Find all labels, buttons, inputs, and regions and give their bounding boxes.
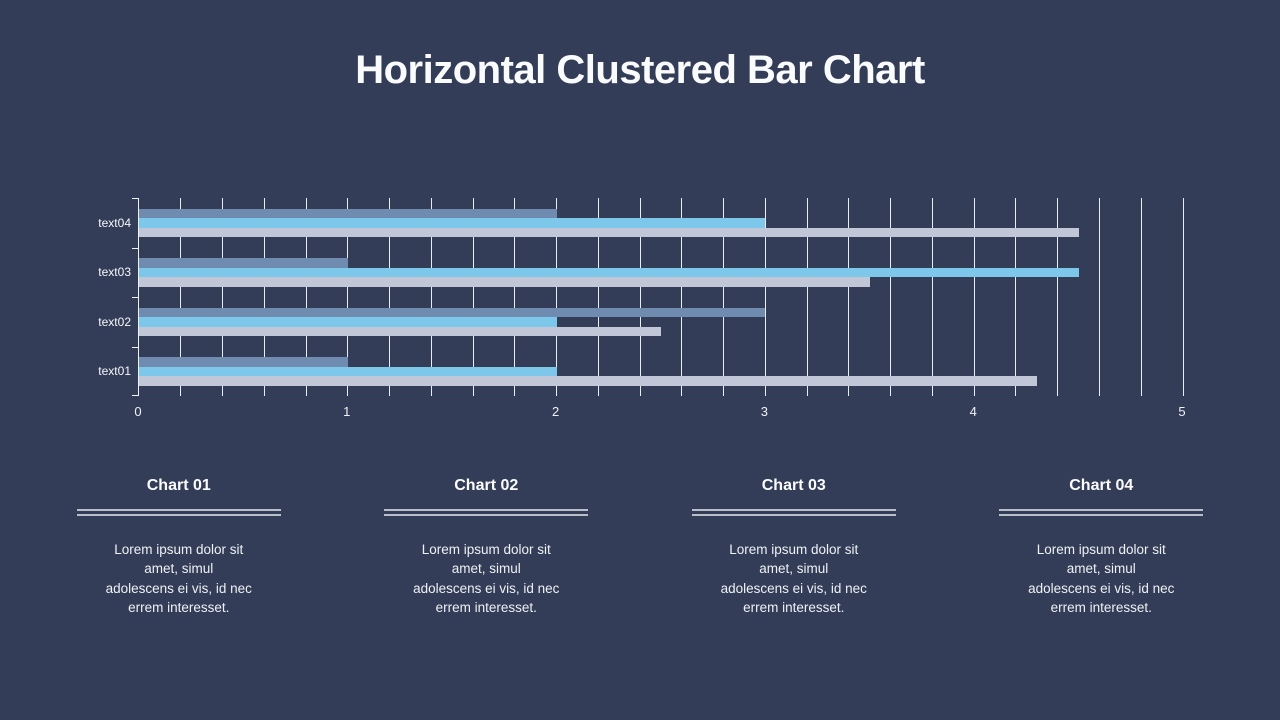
bar <box>139 208 557 218</box>
gridline <box>973 198 975 396</box>
gridline <box>597 198 599 396</box>
gridline <box>806 198 808 396</box>
double-rule-divider <box>999 509 1204 516</box>
category-label: text03 <box>98 265 131 280</box>
caption-column-4: Chart 04 Lorem ipsum dolor sit amet, sim… <box>948 477 1256 617</box>
body-line: adolescens ei vis, id nec <box>720 580 867 596</box>
body-line: Lorem ipsum dolor sit <box>1036 542 1166 557</box>
x-axis-tick-labels: 0 1 2 3 4 5 <box>134 404 1186 424</box>
gridline <box>430 198 432 396</box>
y-axis-tick <box>132 198 139 199</box>
caption-column-2: Chart 02 Lorem ipsum dolor sit amet, sim… <box>333 477 641 617</box>
column-title: Chart 04 <box>1069 477 1134 494</box>
bar <box>139 357 348 367</box>
body-line: amet, simul <box>1066 561 1136 577</box>
gridline <box>222 198 224 396</box>
gridline <box>764 198 766 396</box>
y-axis-tick <box>132 395 139 396</box>
column-body: Lorem ipsum dolor sit amet, simul adoles… <box>333 540 641 617</box>
plot-area: text04 text03 text02 text01 <box>98 198 1184 396</box>
bar <box>139 277 870 287</box>
gridline <box>681 198 683 396</box>
body-line: Lorem ipsum dolor sit <box>729 542 859 557</box>
gridline <box>472 198 474 396</box>
gridline <box>890 198 892 396</box>
body-line: adolescens ei vis, id nec <box>1028 580 1175 596</box>
gridline <box>1182 198 1184 396</box>
y-axis-tick <box>132 347 139 348</box>
body-line: Lorem ipsum dolor sit <box>421 542 551 557</box>
column-body: Lorem ipsum dolor sit amet, simul adoles… <box>640 540 948 617</box>
double-rule-divider <box>76 509 281 516</box>
x-tick-label: 5 <box>1178 404 1186 419</box>
gridline <box>931 198 933 396</box>
x-tick-label: 3 <box>760 404 769 419</box>
caption-column-1: Chart 01 Lorem ipsum dolor sit amet, sim… <box>25 477 333 617</box>
column-body: Lorem ipsum dolor sit amet, simul adoles… <box>25 540 333 617</box>
gridline <box>1015 198 1017 396</box>
gridline <box>263 198 265 396</box>
gridline <box>514 198 516 396</box>
double-rule-divider <box>384 509 589 516</box>
body-line: amet, simul <box>451 561 521 577</box>
bar <box>139 258 348 268</box>
gridline <box>389 198 391 396</box>
gridline <box>347 198 349 396</box>
body-line: amet, simul <box>144 561 214 577</box>
body-line: amet, simul <box>759 561 829 577</box>
gridline <box>723 198 725 396</box>
gridline <box>556 198 558 396</box>
gridline <box>305 198 307 396</box>
x-tick-label: 2 <box>551 404 560 419</box>
bar <box>139 218 766 228</box>
category-label: text01 <box>98 364 131 379</box>
body-line: errem interesset. <box>1050 599 1152 615</box>
gridline <box>1140 198 1142 396</box>
category-label: text04 <box>98 215 131 230</box>
category-label: text02 <box>98 314 131 329</box>
bar <box>139 376 1037 386</box>
y-axis-tick <box>132 297 139 298</box>
bar <box>139 317 557 327</box>
body-line: errem interesset. <box>128 599 230 615</box>
y-axis-tick <box>132 248 139 249</box>
x-tick-label: 4 <box>969 404 977 419</box>
column-body: Lorem ipsum dolor sit amet, simul adoles… <box>948 540 1256 617</box>
x-tick-label: 0 <box>134 404 142 419</box>
column-title: Chart 01 <box>146 477 211 494</box>
page-title: Horizontal Clustered Bar Chart <box>355 48 925 92</box>
body-line: errem interesset. <box>743 599 845 615</box>
gridline <box>180 198 182 396</box>
gridline <box>1057 198 1059 396</box>
body-line: Lorem ipsum dolor sit <box>114 542 244 557</box>
x-tick-label: 1 <box>343 404 351 419</box>
body-line: errem interesset. <box>435 599 537 615</box>
bar <box>139 227 1079 237</box>
bar <box>139 267 1079 277</box>
column-title: Chart 03 <box>761 477 826 494</box>
body-line: adolescens ei vis, id nec <box>105 580 252 596</box>
body-line: adolescens ei vis, id nec <box>413 580 560 596</box>
caption-column-3: Chart 03 Lorem ipsum dolor sit amet, sim… <box>640 477 948 617</box>
clustered-bar-chart: text04 text03 text02 text01 0 1 2 3 4 5 <box>98 198 1186 424</box>
caption-columns: Chart 01 Lorem ipsum dolor sit amet, sim… <box>25 477 1255 617</box>
bar <box>139 326 661 336</box>
gridline <box>1098 198 1100 396</box>
bar <box>139 307 766 317</box>
double-rule-divider <box>691 509 896 516</box>
bar <box>139 366 557 376</box>
column-title: Chart 02 <box>454 477 519 494</box>
gridline <box>848 198 850 396</box>
gridline <box>639 198 641 396</box>
